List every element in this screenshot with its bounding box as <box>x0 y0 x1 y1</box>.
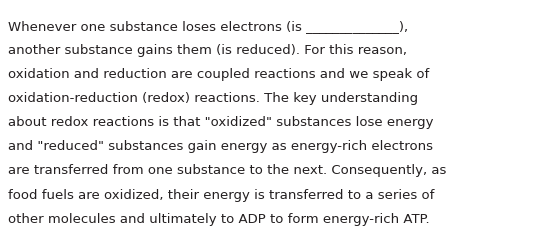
Text: oxidation and reduction are coupled reactions and we speak of: oxidation and reduction are coupled reac… <box>8 68 430 81</box>
Text: other molecules and ultimately to ADP to form energy-rich ATP.: other molecules and ultimately to ADP to… <box>8 212 430 225</box>
Text: oxidation-reduction (redox) reactions. The key understanding: oxidation-reduction (redox) reactions. T… <box>8 92 418 105</box>
Text: about redox reactions is that "oxidized" substances lose energy: about redox reactions is that "oxidized"… <box>8 116 434 129</box>
Text: are transferred from one substance to the next. Consequently, as: are transferred from one substance to th… <box>8 164 447 177</box>
Text: and "reduced" substances gain energy as energy-rich electrons: and "reduced" substances gain energy as … <box>8 140 434 153</box>
Text: Whenever one substance loses electrons (is ______________),: Whenever one substance loses electrons (… <box>8 19 408 33</box>
Text: food fuels are oxidized, their energy is transferred to a series of: food fuels are oxidized, their energy is… <box>8 188 435 201</box>
Text: another substance gains them (is reduced). For this reason,: another substance gains them (is reduced… <box>8 44 407 57</box>
